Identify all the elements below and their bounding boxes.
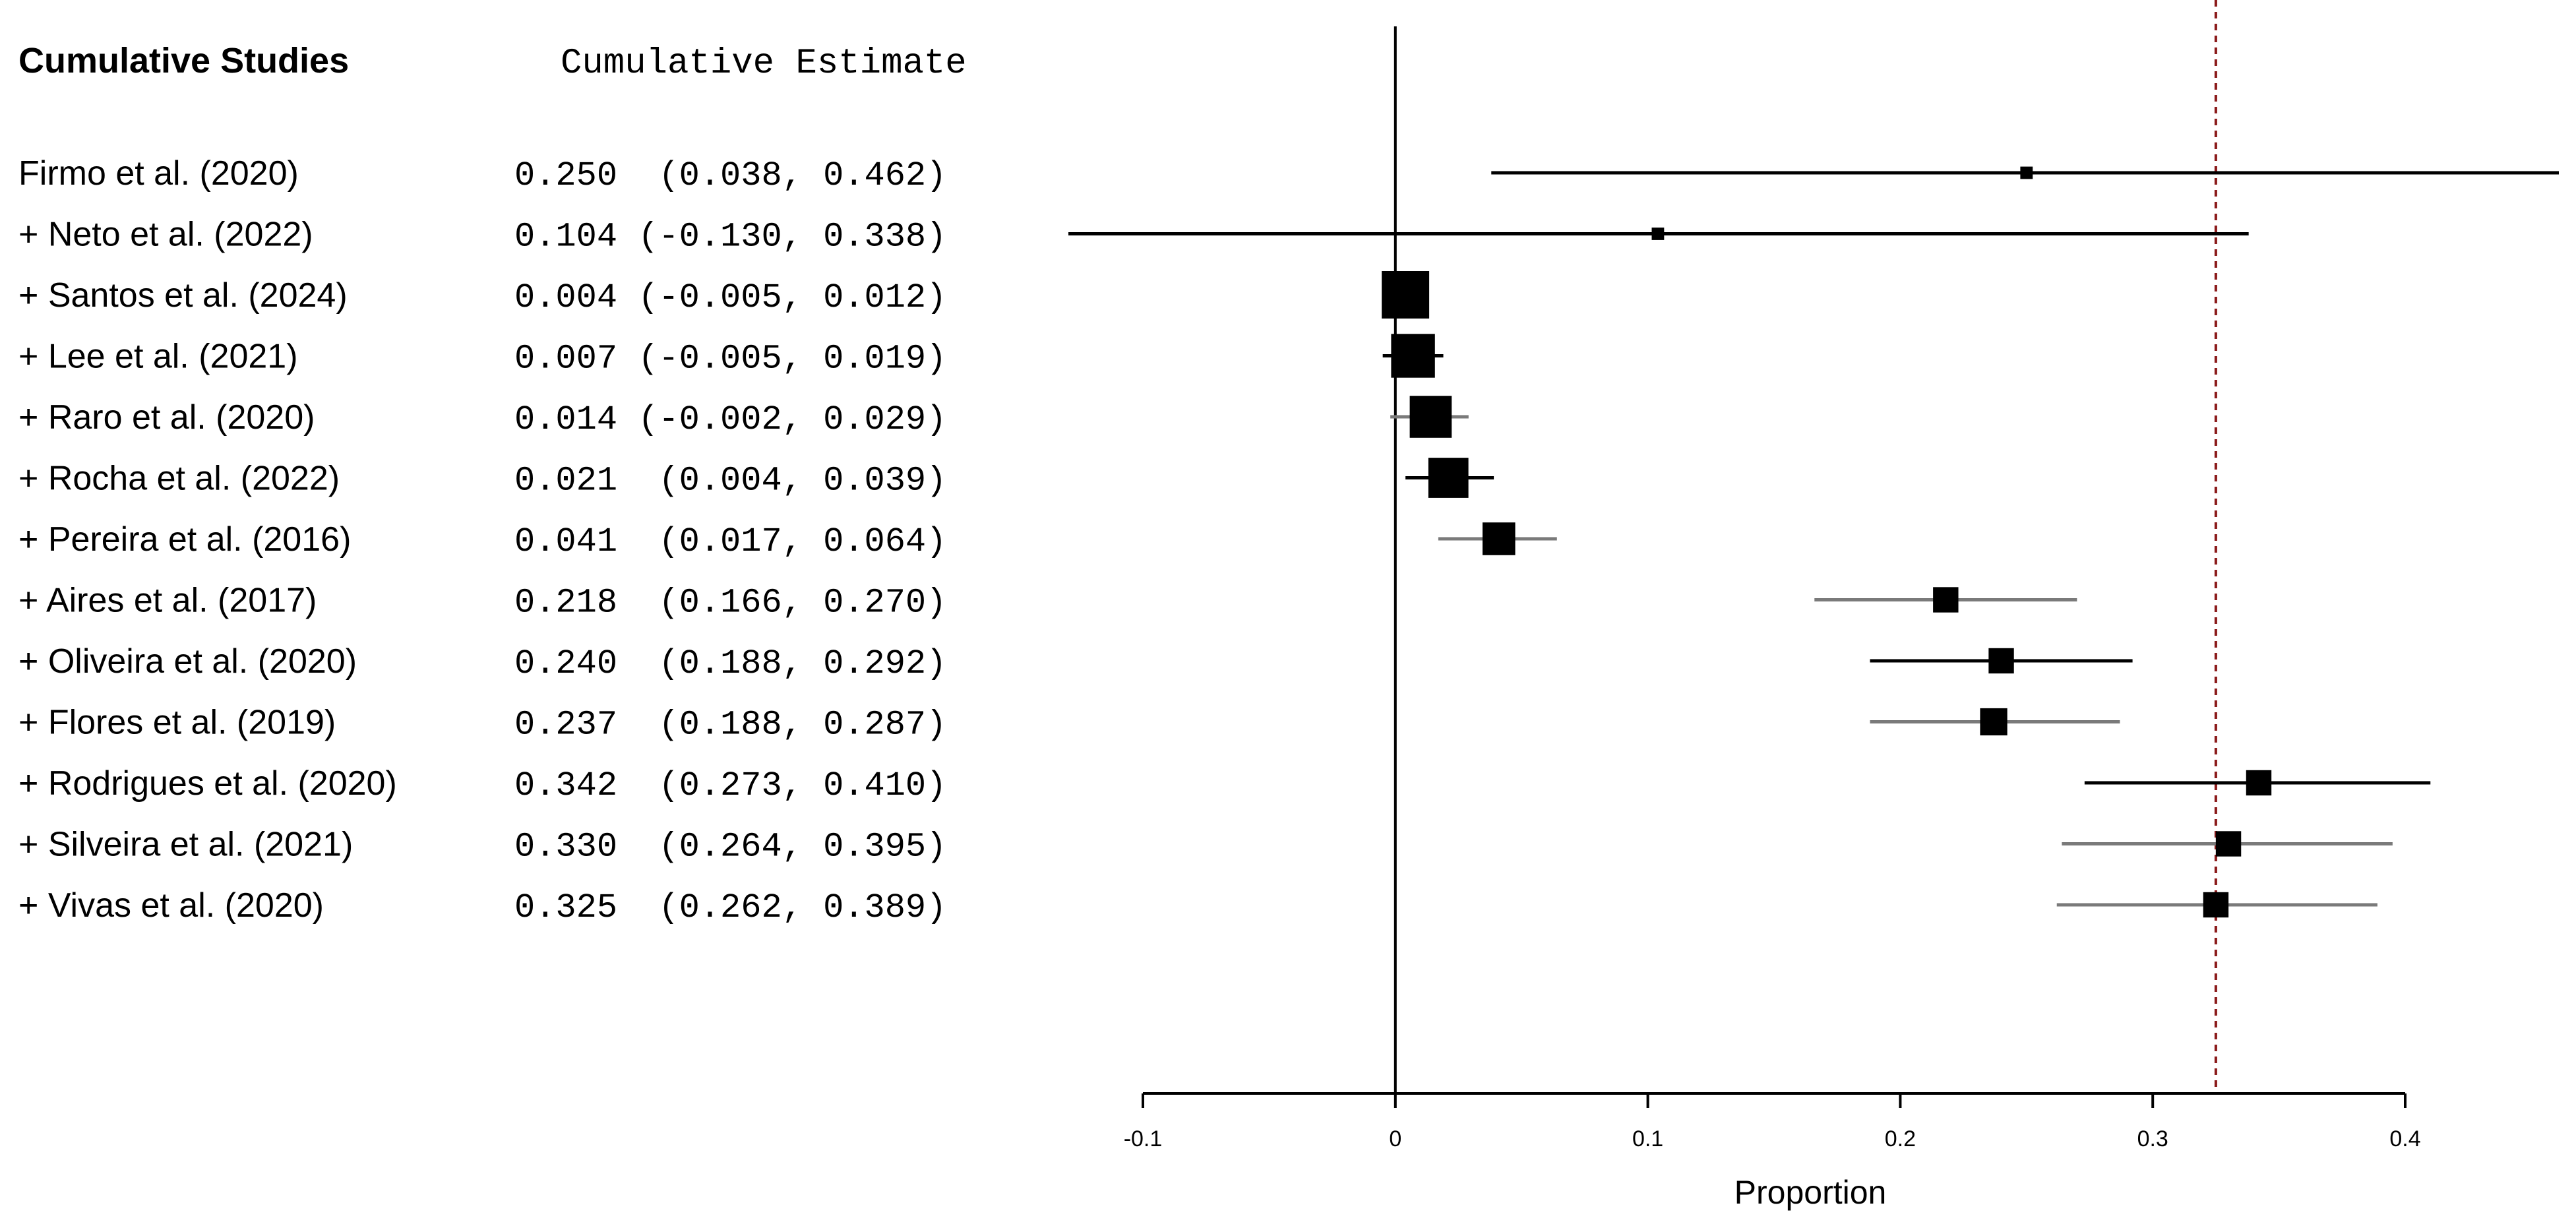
x-tick-label: 0.4 bbox=[2389, 1126, 2420, 1151]
study-label: + Flores et al. (2019) bbox=[18, 704, 336, 742]
x-tick-label: 0.2 bbox=[1885, 1126, 1916, 1151]
study-label: + Santos et al. (2024) bbox=[18, 276, 348, 315]
point-estimate-square bbox=[1933, 587, 1959, 613]
point-estimate-square bbox=[2020, 166, 2033, 179]
point-estimate-square bbox=[1980, 708, 2008, 736]
study-label: + Rodrigues et al. (2020) bbox=[18, 764, 397, 803]
estimate-text: 0.004 (-0.005, 0.012) bbox=[514, 278, 946, 317]
study-label: + Oliveira et al. (2020) bbox=[18, 642, 357, 681]
point-estimate-square bbox=[1482, 522, 1516, 555]
estimate-texts: 0.250 (0.038, 0.462) 0.104 (-0.130, 0.338… bbox=[514, 156, 946, 927]
point-estimate-square bbox=[1391, 334, 1435, 378]
study-labels: Firmo et al. (2020) + Neto et al. (2022) +… bbox=[18, 154, 397, 925]
study-label: + Silveira et al. (2021) bbox=[18, 826, 353, 864]
estimate-text: 0.104 (-0.130, 0.338) bbox=[514, 218, 946, 257]
study-label: + Vivas et al. (2020) bbox=[18, 886, 324, 925]
estimate-text: 0.237 (0.188, 0.287) bbox=[514, 706, 946, 745]
point-estimate-square bbox=[2215, 831, 2242, 857]
point-estimate-square bbox=[2203, 892, 2229, 918]
estimate-text: 0.014 (-0.002, 0.029) bbox=[514, 400, 946, 439]
header-cumulative-studies: Cumulative Studies bbox=[18, 41, 349, 80]
x-tick-label: 0.3 bbox=[2137, 1126, 2168, 1151]
estimate-text: 0.250 (0.038, 0.462) bbox=[514, 156, 946, 195]
point-estimate-square bbox=[1382, 271, 1430, 319]
x-tick-label: -0.1 bbox=[1124, 1126, 1163, 1151]
study-label: + Lee et al. (2021) bbox=[18, 338, 298, 376]
study-label: Firmo et al. (2020) bbox=[18, 154, 299, 193]
point-estimate-square bbox=[1651, 228, 1665, 240]
study-label: + Rocha et al. (2022) bbox=[18, 460, 340, 498]
x-axis: -0.1 0 0.1 0.2 0.3 0.4 bbox=[1124, 1092, 2421, 1151]
plot-marks bbox=[1068, 0, 2559, 1093]
estimate-text: 0.342 (0.273, 0.410) bbox=[514, 766, 946, 805]
estimate-text: 0.218 (0.166, 0.270) bbox=[514, 584, 946, 623]
x-tick-label: 0 bbox=[1389, 1126, 1401, 1151]
header-cumulative-estimate: Cumulative Estimate bbox=[561, 44, 967, 84]
estimate-text: 0.007 (-0.005, 0.019) bbox=[514, 340, 946, 379]
point-estimate-square bbox=[1428, 458, 1469, 498]
study-label: + Aires et al. (2017) bbox=[18, 582, 317, 620]
estimate-text: 0.330 (0.264, 0.395) bbox=[514, 828, 946, 867]
study-label: + Neto et al. (2022) bbox=[18, 216, 313, 254]
study-label: + Pereira et al. (2016) bbox=[18, 520, 351, 559]
x-axis-label: Proportion bbox=[1734, 1174, 1887, 1211]
study-label: + Raro et al. (2020) bbox=[18, 398, 315, 437]
estimate-text: 0.021 (0.004, 0.039) bbox=[514, 462, 946, 501]
x-tick-label: 0.1 bbox=[1632, 1126, 1663, 1151]
point-estimate-square bbox=[1409, 396, 1452, 438]
estimate-text: 0.041 (0.017, 0.064) bbox=[514, 522, 946, 561]
point-estimate-square bbox=[2246, 770, 2272, 796]
estimate-text: 0.325 (0.262, 0.389) bbox=[514, 888, 946, 927]
point-estimate-square bbox=[1988, 648, 2014, 674]
estimate-text: 0.240 (0.188, 0.292) bbox=[514, 644, 946, 683]
